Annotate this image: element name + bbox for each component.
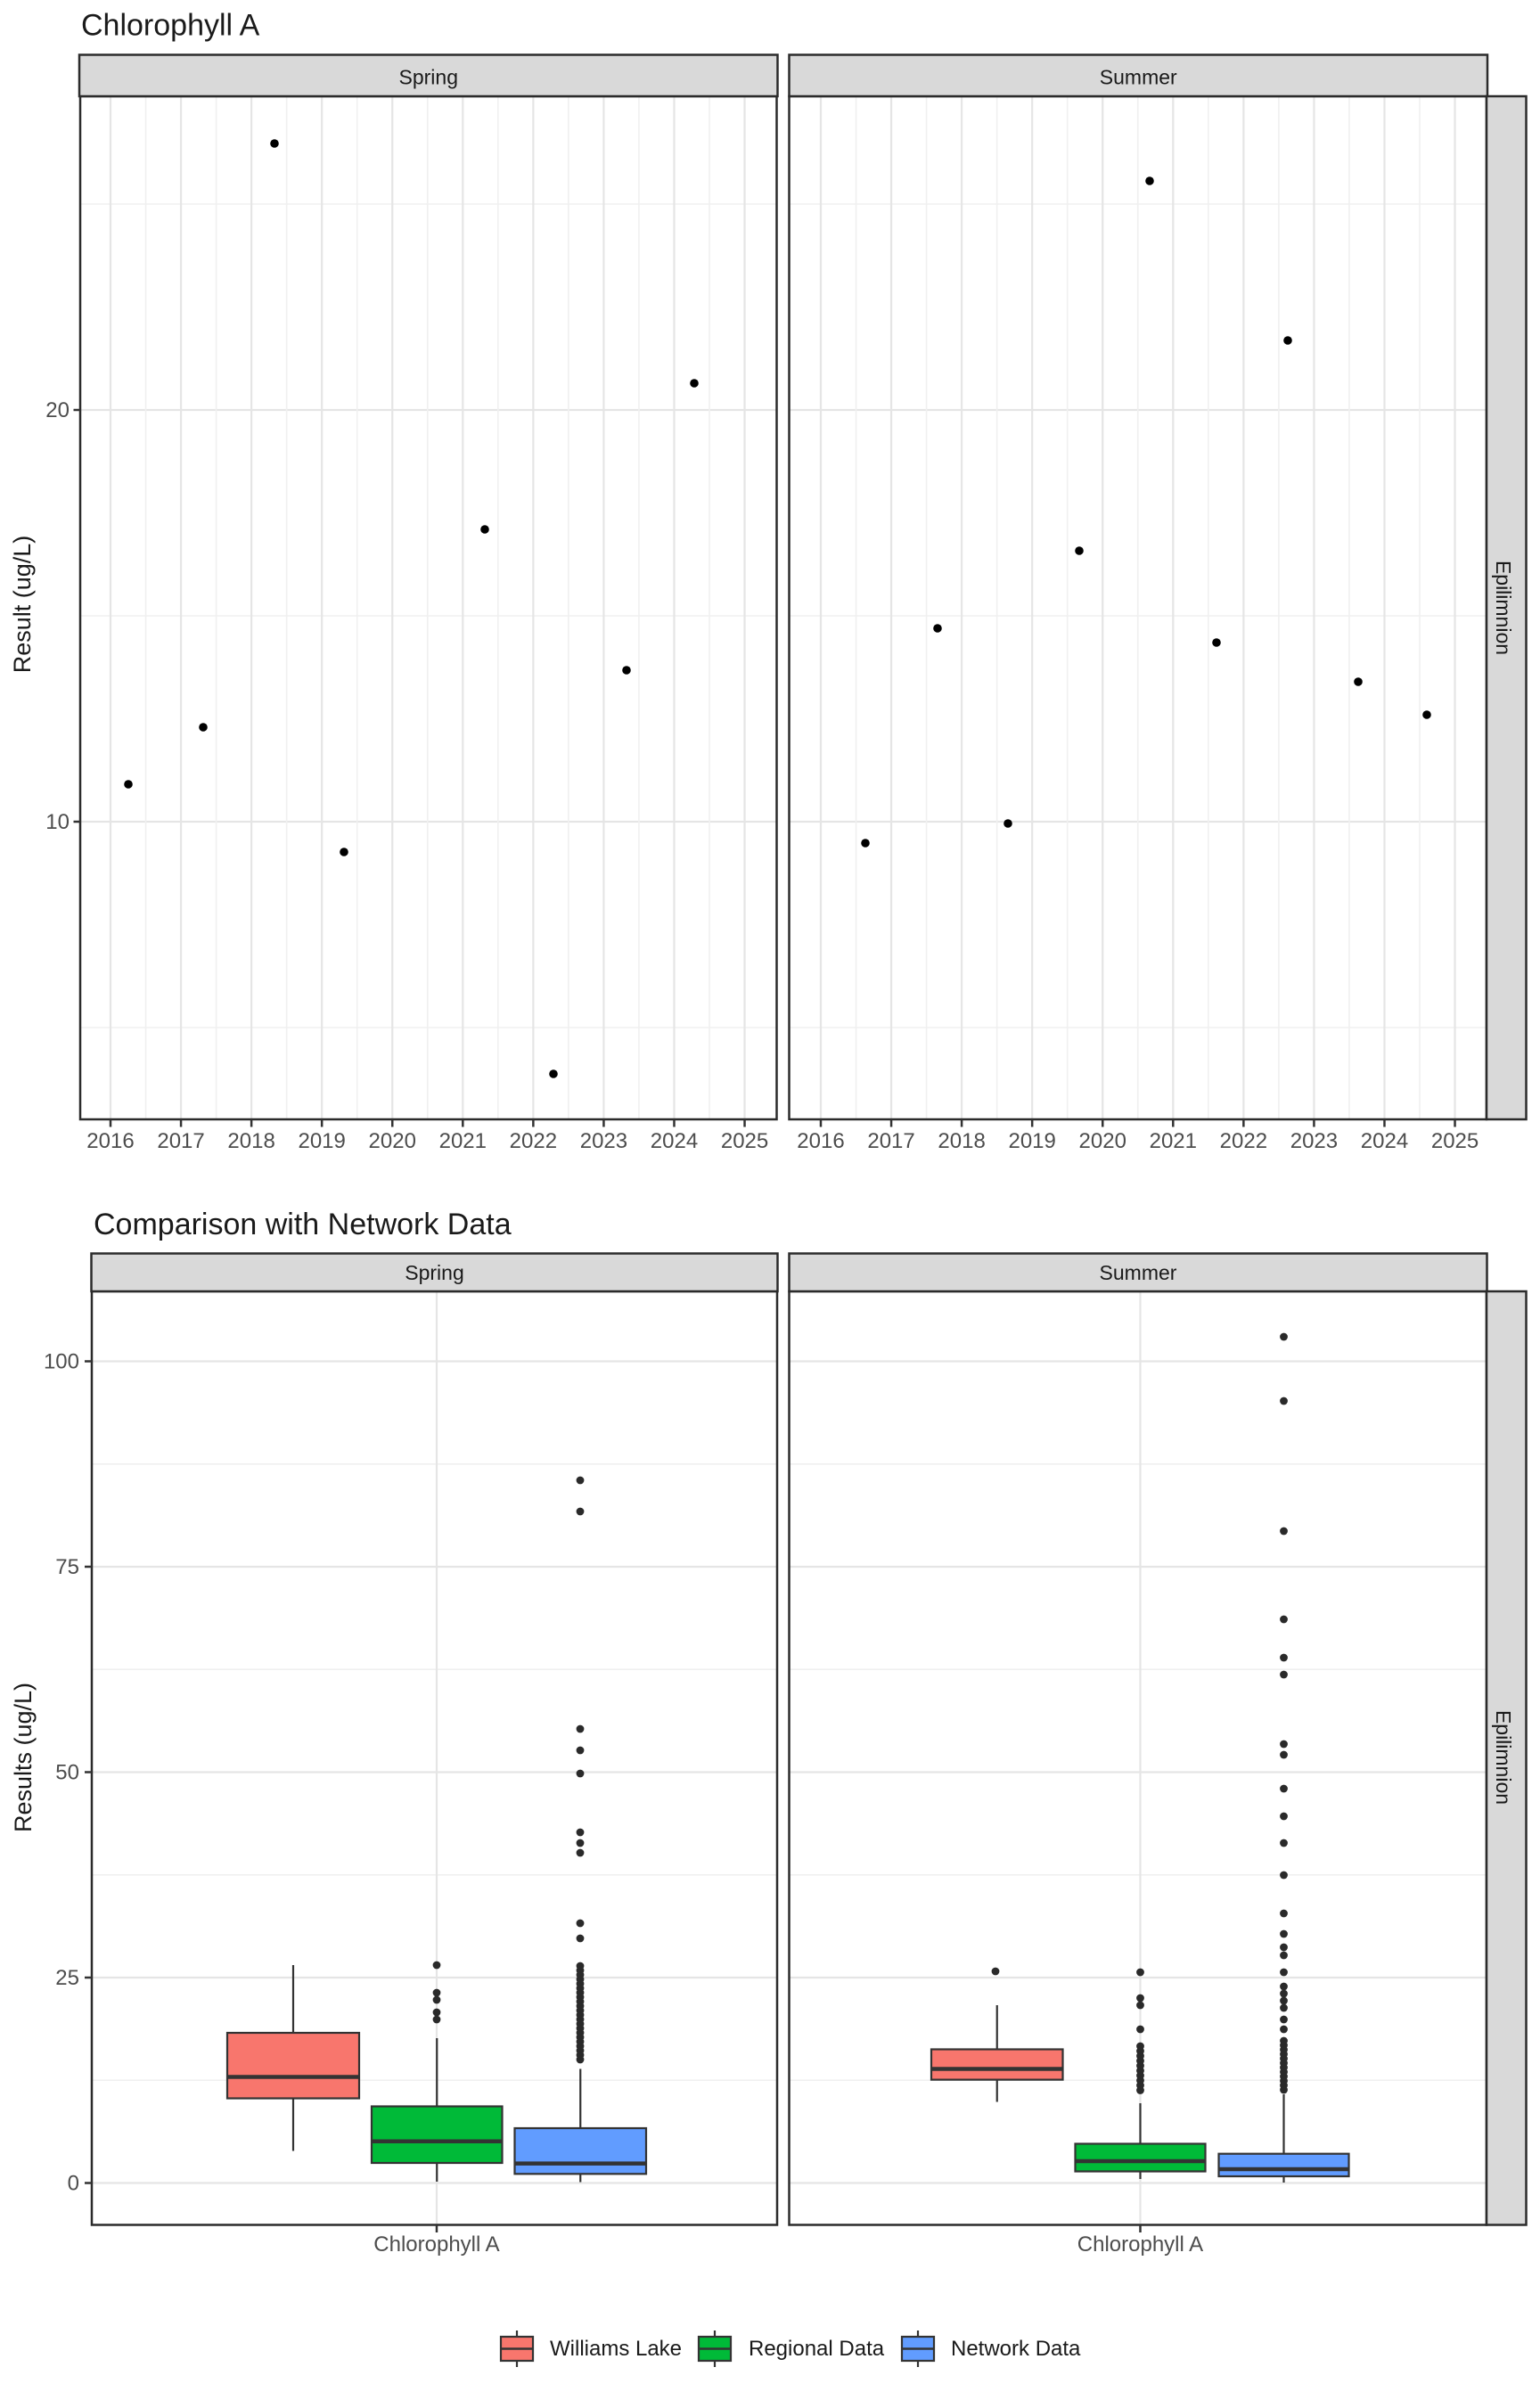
svg-text:Summer: Summer: [1100, 1261, 1177, 1284]
svg-text:2025: 2025: [721, 1129, 768, 1153]
svg-text:75: 75: [55, 1555, 79, 1579]
svg-text:Williams Lake: Williams Lake: [550, 2337, 682, 2361]
svg-text:2025: 2025: [1431, 1129, 1479, 1153]
svg-text:Chlorophyll A: Chlorophyll A: [373, 2232, 499, 2257]
svg-text:Result (ug/L): Result (ug/L): [9, 536, 36, 674]
svg-text:Spring: Spring: [399, 66, 458, 89]
svg-text:Comparison with Network Data: Comparison with Network Data: [94, 1208, 512, 1241]
svg-text:0: 0: [68, 2172, 79, 2196]
svg-text:2020: 2020: [1079, 1129, 1126, 1153]
svg-text:10: 10: [45, 810, 70, 834]
svg-text:Spring: Spring: [405, 1261, 463, 1284]
svg-text:2023: 2023: [1290, 1129, 1338, 1153]
svg-text:2017: 2017: [157, 1129, 204, 1153]
svg-text:Regional Data: Regional Data: [749, 2337, 885, 2361]
svg-text:2016: 2016: [797, 1129, 844, 1153]
svg-text:2024: 2024: [651, 1129, 698, 1153]
svg-text:2021: 2021: [1150, 1129, 1197, 1153]
svg-text:100: 100: [44, 1350, 79, 1374]
svg-text:Epilimnion: Epilimnion: [1492, 561, 1515, 655]
svg-text:Results (ug/L): Results (ug/L): [10, 1683, 37, 1832]
svg-text:2017: 2017: [867, 1129, 914, 1153]
svg-text:20: 20: [45, 398, 70, 422]
svg-text:Network Data: Network Data: [951, 2337, 1081, 2361]
svg-text:2019: 2019: [1008, 1129, 1055, 1153]
svg-text:2018: 2018: [938, 1129, 985, 1153]
svg-text:2020: 2020: [369, 1129, 416, 1153]
svg-text:2022: 2022: [1220, 1129, 1267, 1153]
svg-text:2019: 2019: [298, 1129, 345, 1153]
svg-text:Chlorophyll A: Chlorophyll A: [81, 9, 260, 43]
svg-text:Chlorophyll A: Chlorophyll A: [1077, 2232, 1203, 2257]
svg-text:2024: 2024: [1361, 1129, 1408, 1153]
svg-text:2022: 2022: [510, 1129, 557, 1153]
svg-text:50: 50: [55, 1761, 79, 1785]
svg-text:2016: 2016: [86, 1129, 134, 1153]
svg-text:25: 25: [55, 1966, 79, 1990]
svg-text:Epilimnion: Epilimnion: [1492, 1710, 1515, 1805]
svg-text:2021: 2021: [439, 1129, 487, 1153]
svg-text:Summer: Summer: [1100, 66, 1177, 89]
svg-text:2018: 2018: [227, 1129, 274, 1153]
svg-text:2023: 2023: [580, 1129, 627, 1153]
